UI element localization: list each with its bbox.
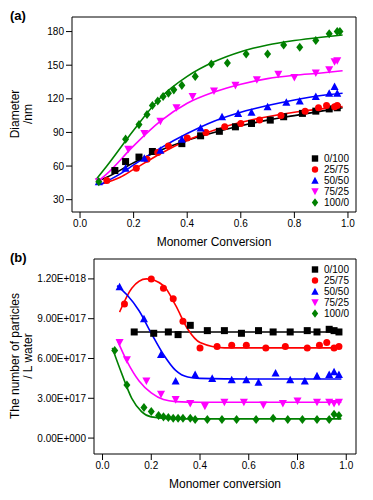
- html-text:50/50: 50/50: [324, 175, 349, 186]
- html-text:(a): (a): [10, 8, 26, 23]
- svg-text:6.00E+017: 6.00E+017: [37, 353, 86, 364]
- svg-text:0.6: 0.6: [242, 460, 256, 471]
- svg-text:9.00E+017: 9.00E+017: [37, 313, 86, 324]
- svg-text:0.8: 0.8: [291, 460, 305, 471]
- svg-text:30: 30: [53, 194, 65, 205]
- svg-text:1.0: 1.0: [339, 460, 353, 471]
- svg-text:120: 120: [47, 93, 64, 104]
- svg-text:0.2: 0.2: [127, 218, 141, 229]
- svg-text:0.00E+000: 0.00E+000: [37, 433, 86, 444]
- svg-text:3.00E+017: 3.00E+017: [37, 393, 86, 404]
- html-text:/ L water: / L water: [21, 333, 35, 379]
- svg-text:90: 90: [53, 127, 65, 138]
- html-text:25/75: 25/75: [324, 275, 349, 286]
- html-text:25/75: 25/75: [324, 164, 349, 175]
- svg-text:0.0: 0.0: [96, 460, 110, 471]
- svg-text:Monomer Conversion: Monomer Conversion: [157, 235, 272, 249]
- html-text:100/0: 100/0: [324, 308, 349, 319]
- html-text:75/25: 75/25: [324, 186, 349, 197]
- svg-text:Monomer conversion: Monomer conversion: [169, 477, 281, 491]
- svg-text:0.4: 0.4: [193, 460, 207, 471]
- svg-text:1.0: 1.0: [341, 218, 355, 229]
- html-text:Diameter: Diameter: [8, 89, 22, 139]
- html-text:0/100: 0/100: [324, 153, 349, 164]
- svg-text:0.8: 0.8: [287, 218, 301, 229]
- svg-text:1.20E+018: 1.20E+018: [37, 273, 86, 284]
- svg-text:0.6: 0.6: [234, 218, 248, 229]
- html-text:(b): (b): [10, 250, 27, 265]
- svg-text:180: 180: [47, 26, 64, 37]
- svg-text:60: 60: [53, 161, 65, 172]
- html-text:0/100: 0/100: [324, 264, 349, 275]
- html-text:The number of particles: The number of particles: [8, 293, 22, 419]
- html-text:100/0: 100/0: [324, 197, 349, 208]
- html-text:50/50: 50/50: [324, 286, 349, 297]
- html-text:/nm: /nm: [21, 104, 35, 124]
- svg-text:0.4: 0.4: [180, 218, 194, 229]
- html-text:75/25: 75/25: [324, 297, 349, 308]
- svg-text:0.0: 0.0: [73, 218, 87, 229]
- svg-text:0.2: 0.2: [144, 460, 158, 471]
- svg-text:150: 150: [47, 60, 64, 71]
